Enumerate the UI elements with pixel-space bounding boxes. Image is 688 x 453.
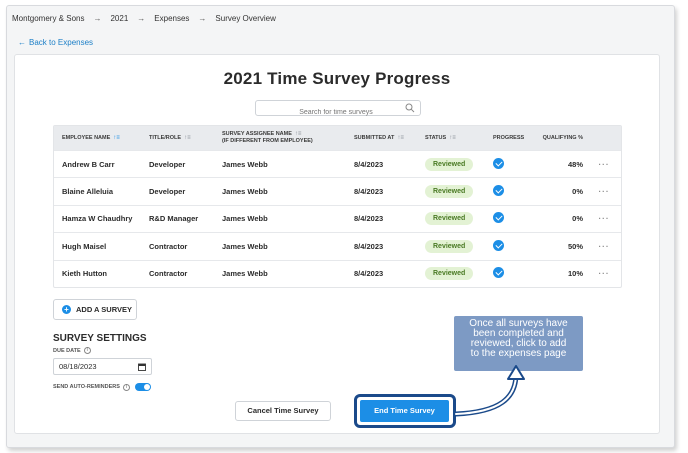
assignee-name: James Webb [222,159,268,169]
row-menu-icon[interactable]: ··· [598,214,610,224]
qualifying-percent: 10% [567,269,583,279]
calendar-icon[interactable] [138,363,146,371]
status-badge: Reviewed [425,239,474,253]
breadcrumb-expenses[interactable]: Expenses [154,14,190,23]
sort-icon: ↑≡ [397,135,404,141]
plus-icon: + [62,305,71,314]
callout-line: been completed and [473,328,564,339]
survey-card: 2021 Time Survey Progress EMPLOYEE NAME↑… [14,54,660,434]
qualifying-percent: 0% [572,187,583,197]
end-time-survey-button[interactable]: End Time Survey [360,400,449,422]
breadcrumb-company[interactable]: Montgomery & Sons [12,14,85,23]
auto-reminders-label: SEND AUTO-REMINDERS i [53,383,151,391]
table-row[interactable]: Hamza W Chaudhry R&D Manager James Webb … [54,204,621,232]
employee-name: Kieth Hutton [62,269,107,279]
search-input[interactable] [266,105,406,120]
status-badge: Reviewed [425,157,474,171]
assignee-name: James Webb [222,214,268,224]
title-role: R&D Manager [149,214,199,224]
progress-check-icon [493,267,504,279]
breadcrumb-arrow-icon: → [198,14,207,23]
row-menu-icon[interactable]: ··· [598,159,610,169]
status-badge: Reviewed [425,212,474,226]
row-menu-icon[interactable]: ··· [598,187,610,197]
submitted-at: 8/4/2023 [354,214,384,224]
progress-check-icon [493,185,504,197]
search-box[interactable] [255,100,421,120]
breadcrumb-current: Survey Overview [215,14,276,23]
tutorial-callout: Once all surveys have been completed and… [454,316,583,371]
submitted-at: 8/4/2023 [354,159,384,169]
sort-icon: ↑≡ [113,135,120,141]
callout-line: reviewed, click to add [470,338,567,349]
title-role: Contractor [149,269,188,279]
page-title: 2021 Time Survey Progress [223,69,451,88]
col-status[interactable]: STATUS ↑≡ [425,135,456,141]
search-icon [405,103,415,113]
row-menu-icon[interactable]: ··· [598,241,610,251]
survey-settings-heading: SURVEY SETTINGS [53,333,147,344]
progress-check-icon [493,212,504,224]
add-survey-button[interactable]: + ADD A SURVEY [53,299,137,320]
submitted-at: 8/4/2023 [354,269,384,279]
progress-check-icon [493,157,504,169]
back-arrow-icon: ← [18,38,26,47]
sort-icon: ↑≡ [294,131,302,137]
info-icon[interactable]: i [122,383,130,391]
row-menu-icon[interactable]: ··· [598,269,610,279]
submitted-at: 8/4/2023 [354,241,384,251]
callout-line: to the expenses page [470,348,567,359]
breadcrumb: Montgomery & Sons → 2021 → Expenses → Su… [12,14,276,23]
employee-name: Hugh Maisel [62,241,107,251]
cancel-time-survey-button[interactable]: Cancel Time Survey [235,401,331,421]
survey-table: EMPLOYEE NAME ↑≡ TITLE/ROLE ↑≡ SURVEY ASSI… [53,125,622,288]
title-role: Contractor [149,241,188,251]
info-icon[interactable]: i [83,347,91,354]
employee-name: Blaine Alleluia [62,187,113,197]
sort-icon: ↑≡ [184,135,191,141]
qualifying-percent: 48% [567,159,583,169]
col-assignee[interactable]: SURVEY ASSIGNEE NAME ↑≡ (IF DIFFERENT FROM… [222,131,313,144]
col-progress: PROGRESS [493,135,525,141]
table-row[interactable]: Hugh Maisel Contractor James Webb 8/4/20… [54,232,621,259]
due-date-label: DUE DATE i [53,347,91,354]
assignee-name: James Webb [222,241,268,251]
table-row[interactable]: Kieth Hutton Contractor James Webb 8/4/2… [54,259,621,287]
breadcrumb-arrow-icon: → [137,14,146,23]
employee-name: Andrew B Carr [62,159,115,169]
title-role: Developer [149,187,186,197]
back-link-label: Back to Expenses [29,38,94,47]
table-row[interactable]: Blaine Alleluia Developer James Webb 8/4… [54,177,621,204]
submitted-at: 8/4/2023 [354,187,384,197]
qualifying-percent: 50% [567,241,583,251]
assignee-name: James Webb [222,187,268,197]
auto-reminders-toggle[interactable] [134,383,151,391]
callout-line: Once all surveys have [469,318,568,329]
status-badge: Reviewed [425,267,474,281]
table-header: EMPLOYEE NAME ↑≡ TITLE/ROLE ↑≡ SURVEY ASSI… [54,126,621,150]
due-date-value: 08/18/2023 [59,362,97,371]
qualifying-percent: 0% [572,214,583,224]
back-to-expenses-link[interactable]: ← Back to Expenses [18,38,93,47]
col-title-role[interactable]: TITLE/ROLE ↑≡ [149,135,191,141]
title-role: Developer [149,159,186,169]
employee-name: Hamza W Chaudhry [62,214,133,224]
col-qualifying[interactable]: QUALIFYING % [542,135,583,141]
due-date-field[interactable]: 08/18/2023 [53,358,152,375]
add-survey-label: ADD A SURVEY [76,305,132,314]
breadcrumb-arrow-icon: → [93,14,102,23]
col-submitted[interactable]: SUBMITTED AT ↑≡ [354,135,404,141]
col-employee-name[interactable]: EMPLOYEE NAME ↑≡ [62,135,120,141]
status-badge: Reviewed [425,185,474,199]
breadcrumb-year[interactable]: 2021 [110,14,129,23]
table-row[interactable]: Andrew B Carr Developer James Webb 8/4/2… [54,150,621,177]
assignee-name: James Webb [222,269,268,279]
sort-icon: ↑≡ [449,135,456,141]
progress-check-icon [493,239,504,251]
